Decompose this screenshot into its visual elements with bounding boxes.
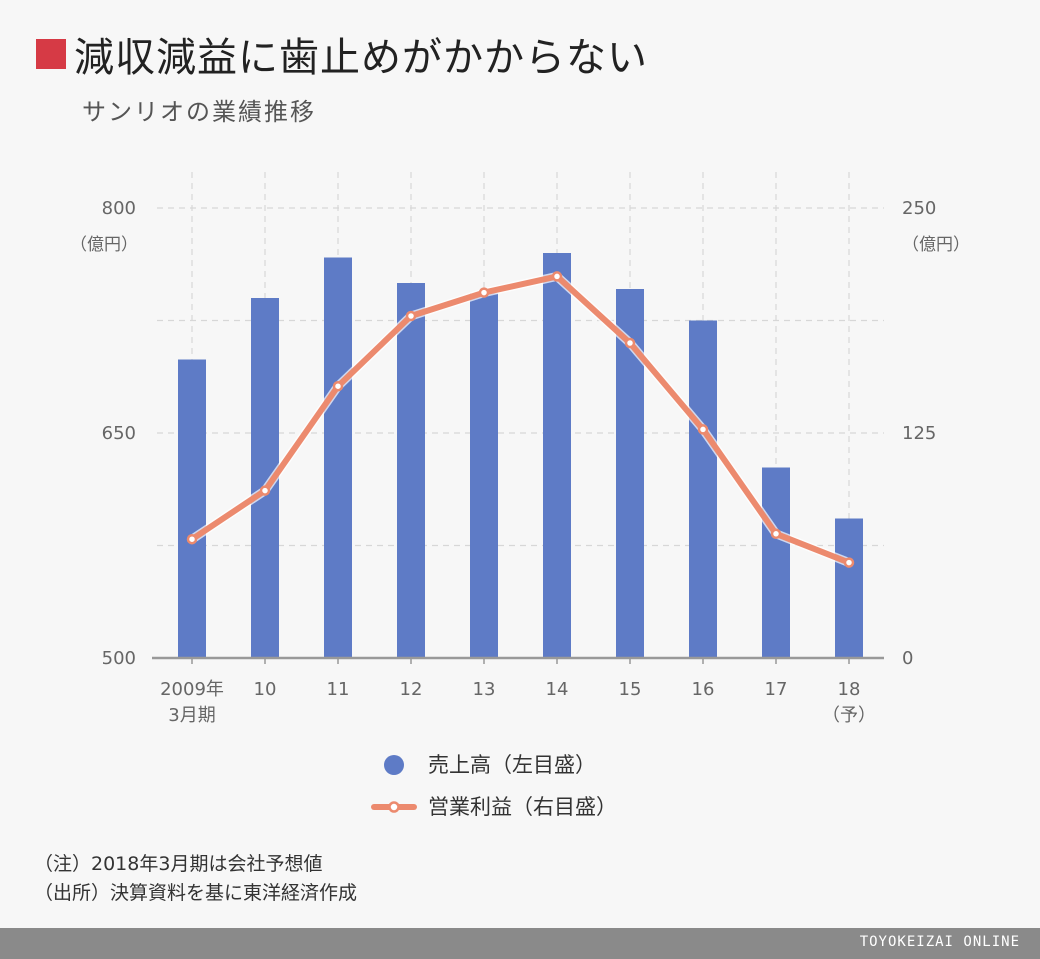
profit-point [624,337,636,349]
sales-bar [543,253,571,658]
x-axis-tick-label: 15 [619,679,642,700]
footer-brand: TOYOKEIZAI ONLINE [859,934,1020,950]
title-marker-square [36,39,66,69]
y-right-tick-label: 250 [902,198,936,219]
profit-point [259,485,271,496]
sales-bar [689,320,717,658]
legend-sales-label: 売上高（左目盛） [428,753,596,777]
y-left-tick-label: 800 [102,198,136,219]
y-left-unit: （億円） [70,235,138,255]
profit-line-layer [186,271,855,568]
x-axis-tick-label: 17 [765,679,788,700]
profit-point [186,533,198,545]
footer-bar: TOYOKEIZAI ONLINE [0,928,1040,959]
x-axis-tick-label: 3月期 [168,705,215,726]
notes: （注）2018年3月期は会社予想値 （出所）決算資料を基に東洋経済作成 [34,850,357,908]
sales-bar [835,518,863,658]
note-source: （出所）決算資料を基に東洋経済作成 [34,882,358,904]
x-axis-tick-label: 10 [254,679,277,700]
sales-profit-chart: 500 650 800 （億円） 0 125 250 （億円） 2009年 3月期 10 11 12 13… [70,172,970,819]
title-bar: 減収減益に歯止めがかからない [36,26,648,82]
legend-bar-marker [384,755,404,775]
y-right-unit: （億円） [902,235,970,255]
profit-point [843,557,855,568]
profit-point [770,528,782,540]
sales-bar [324,257,352,658]
legend: 売上高（左目盛） 営業利益（右目盛） [371,753,617,819]
legend-profit-label: 営業利益（右目盛） [428,795,617,819]
profit-line-halo [187,271,854,568]
note-forecast: （注）2018年3月期は会社予想値 [34,853,323,875]
x-axis-tick-label: 11 [327,679,350,700]
sales-bars [178,253,863,658]
sales-bar [178,359,206,658]
y-right-tick-label: 125 [902,423,936,444]
sales-bar [470,293,498,658]
profit-point [697,424,709,435]
page-title: 減収減益に歯止めがかからない [74,35,648,81]
y-left-tick-label: 650 [102,423,136,444]
y-left-tick-label: 500 [102,648,136,669]
chart-subtitle: サンリオの業績推移 [82,98,316,126]
profit-point [551,271,563,282]
x-axis-tick-label: （予） [822,705,876,726]
legend-line-marker [388,801,400,813]
y-right-tick-label: 0 [902,648,913,669]
sales-bar [762,467,790,658]
x-axis-tick-label: 2009年 [160,679,224,700]
sales-bar [397,283,425,658]
profit-line [189,273,852,566]
profit-point [405,310,417,322]
x-axis-tick-label: 16 [692,679,715,700]
x-axis-tick-label: 13 [473,679,496,700]
x-axis-tick-label: 14 [546,679,569,700]
profit-point [332,380,344,392]
x-axis-tick-label: 12 [400,679,423,700]
x-axis-tick-label: 18 [838,679,861,700]
profit-point [478,287,490,298]
axes: 500 650 800 （億円） 0 125 250 （億円） 2009年 3月期 10 11 12 13… [70,198,970,726]
